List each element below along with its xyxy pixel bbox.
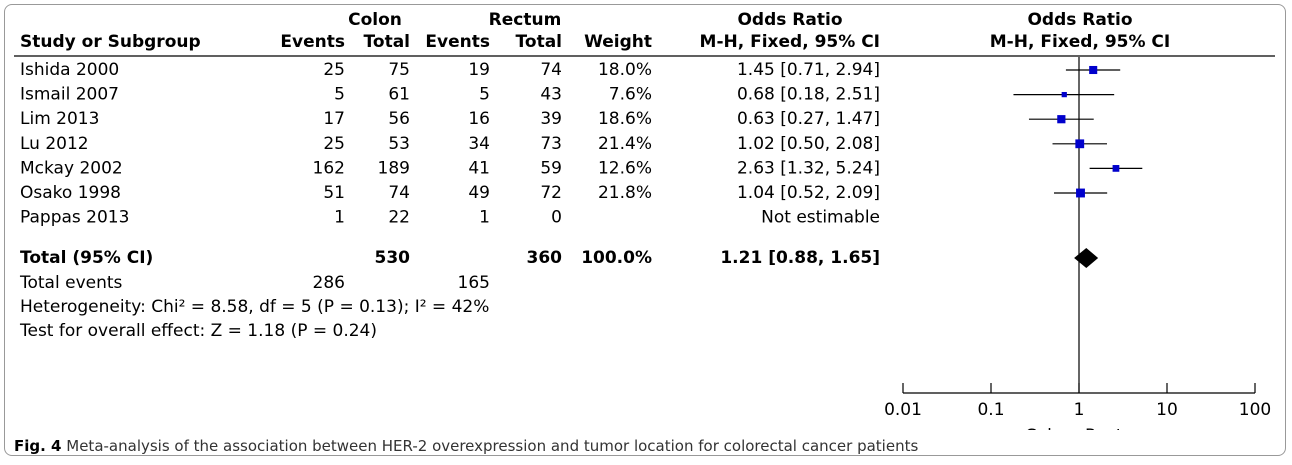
total-or-label: 1.21 [0.88, 1.65] xyxy=(720,248,880,268)
cell-rectum-total: 74 xyxy=(540,60,562,80)
weight: 12.6% xyxy=(598,158,652,178)
heterogeneity: Heterogeneity: Chi² = 8.58, df = 5 (P = … xyxy=(20,297,489,317)
cell-colon-events: 5 xyxy=(334,85,345,105)
caption-label: Fig. 4 xyxy=(14,437,62,455)
weight: 7.6% xyxy=(609,85,652,105)
x-tick-label: 0.01 xyxy=(884,400,922,420)
column-header: Weight xyxy=(584,32,652,52)
axis-label-right: Rectum xyxy=(1085,426,1150,430)
or-label: 2.63 [1.32, 5.24] xyxy=(737,158,880,178)
cell-rectum-total: 43 xyxy=(540,85,562,105)
or-marker xyxy=(1112,165,1120,172)
cell-colon-events: 17 xyxy=(323,109,345,129)
cell-rectum-events: 16 xyxy=(468,109,490,129)
cell-colon-total: 61 xyxy=(388,85,410,105)
group-header: Colon xyxy=(348,10,402,30)
cell-rectum-total: 59 xyxy=(540,158,562,178)
x-tick-label: 100 xyxy=(1239,400,1271,420)
or-marker xyxy=(1076,188,1085,198)
study-name: Lu 2012 xyxy=(20,134,89,154)
caption-text: Meta-analysis of the association between… xyxy=(66,437,919,455)
cell-rectum-events: 1 xyxy=(479,208,490,228)
cell-colon-total: 189 xyxy=(378,158,410,178)
cell-rectum-total: 0 xyxy=(551,208,562,228)
total-colon: 530 xyxy=(375,248,411,268)
column-header: Total xyxy=(364,32,410,52)
x-tick-label: 10 xyxy=(1156,400,1178,420)
column-header: Events xyxy=(425,32,490,52)
weight: 18.0% xyxy=(598,60,652,80)
cell-rectum-total: 72 xyxy=(540,183,562,203)
cell-colon-total: 56 xyxy=(388,109,410,129)
cell-colon-events: 25 xyxy=(323,134,345,154)
cell-colon-events: 1 xyxy=(334,208,345,228)
group-header: Rectum xyxy=(489,10,562,30)
cell-colon-total: 53 xyxy=(388,134,410,154)
or-marker xyxy=(1089,65,1098,75)
overall-effect: Test for overall effect: Z = 1.18 (P = 0… xyxy=(19,321,377,341)
cell-colon-total: 22 xyxy=(388,208,410,228)
or-label: 0.63 [0.27, 1.47] xyxy=(737,109,880,129)
group-header: Odds Ratio xyxy=(1027,10,1132,30)
cell-rectum-events: 5 xyxy=(479,85,490,105)
study-name: Osako 1998 xyxy=(20,183,121,203)
axis-label-left: Colon xyxy=(1025,426,1073,430)
figure-frame xyxy=(4,4,1286,456)
or-marker xyxy=(1075,139,1085,149)
study-name: Lim 2013 xyxy=(20,109,99,129)
column-header: Study or Subgroup xyxy=(20,32,201,52)
cell-colon-events: 162 xyxy=(313,158,345,178)
or-marker xyxy=(1057,115,1066,124)
column-header: M-H, Fixed, 95% CI xyxy=(990,32,1170,52)
total-name: Total (95% CI) xyxy=(20,248,153,268)
or-label: 0.68 [0.18, 2.51] xyxy=(737,85,880,105)
cell-rectum-events: 34 xyxy=(468,134,490,154)
column-header: Events xyxy=(280,32,345,52)
study-name: Ishida 2000 xyxy=(20,60,119,80)
cell-rectum-events: 41 xyxy=(468,158,490,178)
study-name: Ismail 2007 xyxy=(20,85,119,105)
x-tick-label: 1 xyxy=(1074,400,1085,420)
total-events-label: Total events xyxy=(19,273,123,293)
total-events-rectum: 165 xyxy=(458,273,490,293)
cell-colon-total: 75 xyxy=(388,60,410,80)
or-label: 1.02 [0.50, 2.08] xyxy=(737,134,880,154)
column-header: Total xyxy=(516,32,562,52)
forest-plot: Colon Rectum Odds Ratio Odds Ratio Study or … xyxy=(14,10,1275,430)
study-name: Mckay 2002 xyxy=(20,158,123,178)
caption: Fig. 4 Meta-analysis of the association … xyxy=(14,437,918,455)
total-diamond xyxy=(1074,248,1099,268)
study-name: Pappas 2013 xyxy=(20,208,129,228)
cell-colon-total: 74 xyxy=(388,183,410,203)
cell-rectum-total: 39 xyxy=(540,109,562,129)
group-header: Odds Ratio xyxy=(737,10,842,30)
cell-rectum-total: 73 xyxy=(540,134,562,154)
weight: 18.6% xyxy=(598,109,652,129)
weight: 21.8% xyxy=(598,183,652,203)
cell-rectum-events: 49 xyxy=(468,183,490,203)
or-label: 1.45 [0.71, 2.94] xyxy=(737,60,880,80)
or-label: 1.04 [0.52, 2.09] xyxy=(737,183,880,203)
or-marker xyxy=(1061,91,1067,98)
total-rectum: 360 xyxy=(527,248,563,268)
weight: 21.4% xyxy=(598,134,652,154)
cell-colon-events: 51 xyxy=(323,183,345,203)
cell-rectum-events: 19 xyxy=(468,60,490,80)
column-header: M-H, Fixed, 95% CI xyxy=(700,32,880,52)
total-events-colon: 286 xyxy=(313,273,345,293)
or-label: Not estimable xyxy=(761,208,880,228)
total-weight: 100.0% xyxy=(581,248,652,268)
cell-colon-events: 25 xyxy=(323,60,345,80)
x-tick-label: 0.1 xyxy=(977,400,1004,420)
